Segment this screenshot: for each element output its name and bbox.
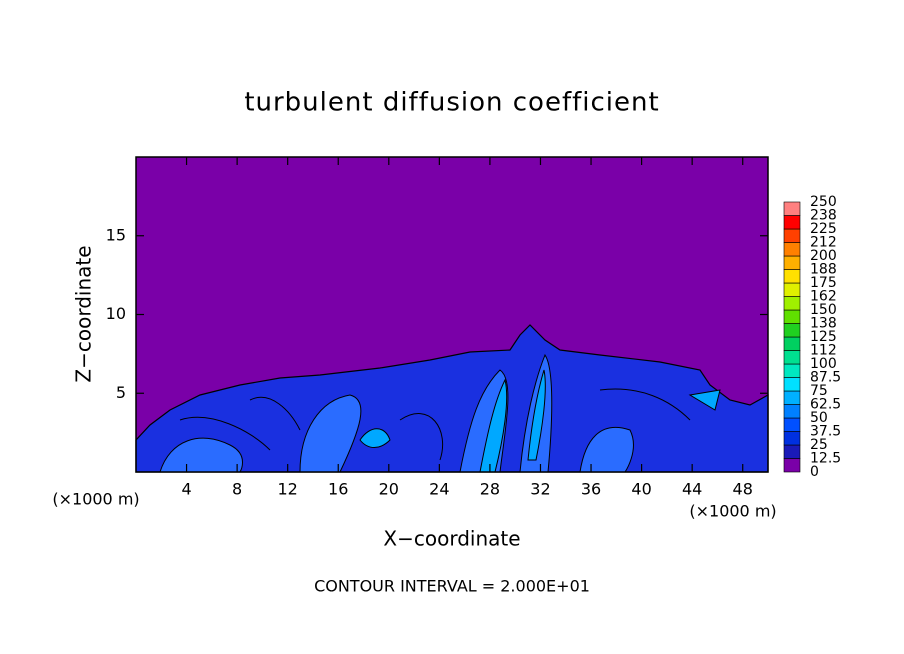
x-tick-label: 40 bbox=[631, 480, 651, 499]
x-tick-label: 28 bbox=[480, 480, 500, 499]
colorbar-box bbox=[783, 363, 801, 378]
colorbar-label: 112 bbox=[810, 343, 837, 359]
colorbar-label: 188 bbox=[810, 262, 837, 278]
colorbar-label: 25 bbox=[810, 437, 828, 453]
x-tick-label: 12 bbox=[278, 480, 298, 499]
y-tick-label: 15 bbox=[106, 225, 126, 244]
colorbar-box bbox=[783, 309, 801, 324]
contour-lines bbox=[179, 388, 691, 461]
x-tick-label: 8 bbox=[232, 480, 242, 499]
colorbar-box bbox=[783, 404, 801, 419]
colorbar-label: 238 bbox=[810, 208, 837, 224]
colorbar-label: 250 bbox=[810, 194, 837, 210]
colorbar-label: 75 bbox=[810, 383, 828, 399]
y-tick-label: 5 bbox=[116, 383, 126, 402]
colorbar-box bbox=[783, 242, 801, 257]
y-tick-label: 10 bbox=[106, 304, 126, 323]
colorbar-box bbox=[783, 228, 801, 243]
colorbar-label: 50 bbox=[810, 410, 828, 426]
colorbar-label: 200 bbox=[810, 248, 837, 264]
x-tick-label: 44 bbox=[682, 480, 702, 499]
x-tick-label: 48 bbox=[733, 480, 753, 499]
x-tick-label: 36 bbox=[581, 480, 601, 499]
colorbar-label: 150 bbox=[810, 302, 837, 318]
colorbar-label: 12.5 bbox=[810, 451, 841, 467]
colorbar-label: 175 bbox=[810, 275, 837, 291]
colorbar-box bbox=[783, 201, 801, 216]
colorbar-box bbox=[783, 377, 801, 392]
colorbar-box bbox=[783, 417, 801, 432]
colorbar-box bbox=[783, 458, 801, 473]
colorbar-box bbox=[783, 296, 801, 311]
chart-title: turbulent diffusion coefficient bbox=[244, 88, 659, 118]
colorbar-box bbox=[783, 350, 801, 365]
colorbar-label: 138 bbox=[810, 316, 837, 332]
x-tick-label: 24 bbox=[429, 480, 449, 499]
x-tick-label: 4 bbox=[181, 480, 191, 499]
colorbar-box bbox=[783, 431, 801, 446]
colorbar-label: 125 bbox=[810, 329, 837, 345]
colorbar-box bbox=[783, 336, 801, 351]
y-axis-label: Z−coordinate bbox=[72, 245, 96, 382]
x-tick-label: 32 bbox=[530, 480, 550, 499]
colorbar-box bbox=[783, 269, 801, 284]
colorbar-label: 37.5 bbox=[810, 424, 841, 440]
contour-interval-note: CONTOUR INTERVAL = 2.000E+01 bbox=[314, 577, 590, 596]
x-axis-label: X−coordinate bbox=[383, 527, 520, 551]
colorbar-box bbox=[783, 282, 801, 297]
colorbar-label: 100 bbox=[810, 356, 837, 372]
colorbar-box bbox=[783, 444, 801, 459]
field bbox=[135, 157, 769, 473]
colorbar-label: 62.5 bbox=[810, 397, 841, 413]
colorbar-box bbox=[783, 390, 801, 405]
field-peaks bbox=[359, 369, 721, 473]
x-unit-label: (×1000 m) bbox=[689, 502, 776, 521]
colorbar-label: 162 bbox=[810, 289, 837, 305]
colorbar-label: 225 bbox=[810, 221, 837, 237]
colorbar-label: 0 bbox=[810, 464, 819, 480]
colorbar-box bbox=[783, 255, 801, 270]
x-tick-label: 20 bbox=[379, 480, 399, 499]
colorbar-box bbox=[783, 215, 801, 230]
x-tick-label: 16 bbox=[328, 480, 348, 499]
y-unit-label: (×1000 m) bbox=[52, 490, 139, 509]
colorbar-box bbox=[783, 323, 801, 338]
colorbar-label: 87.5 bbox=[810, 370, 841, 386]
colorbar-label: 212 bbox=[810, 235, 837, 251]
